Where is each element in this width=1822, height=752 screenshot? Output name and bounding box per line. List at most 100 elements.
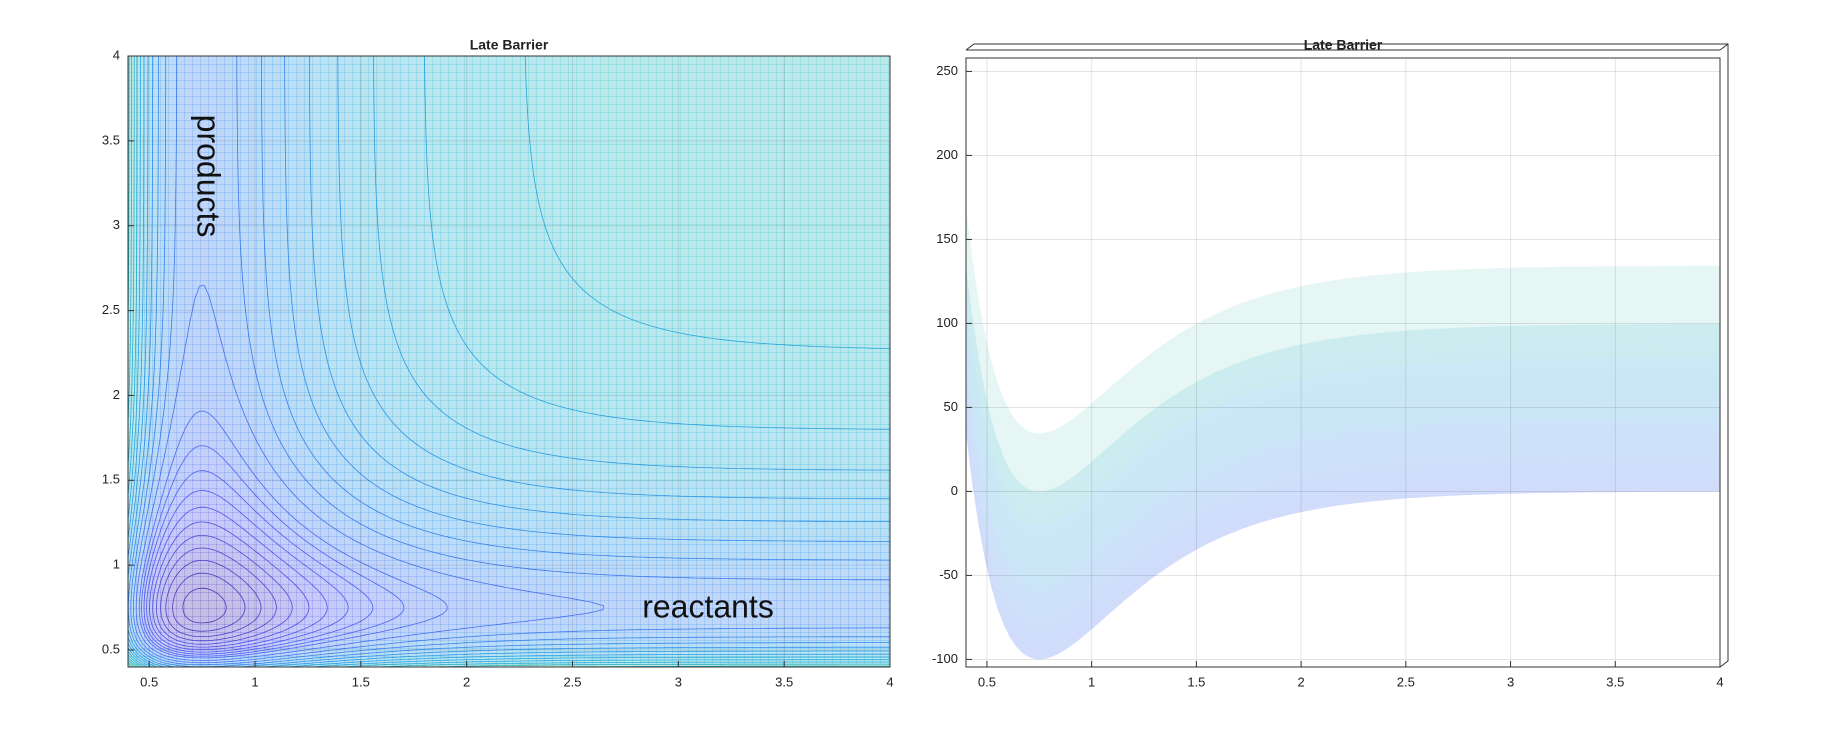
heat-cell: [288, 88, 297, 97]
heat-cell: [464, 160, 473, 169]
heat-cell: [592, 528, 601, 537]
heat-cell: [520, 296, 529, 305]
heat-cell: [504, 552, 513, 561]
heat-cell: [240, 552, 249, 561]
heat-cell: [304, 248, 313, 257]
heat-cell: [256, 344, 265, 353]
heat-cell: [456, 288, 465, 297]
heat-cell: [616, 200, 625, 209]
heat-cell: [488, 224, 497, 233]
heat-cell: [480, 224, 489, 233]
heat-cell: [344, 88, 353, 97]
heat-cell: [152, 536, 161, 545]
heat-cell: [632, 488, 641, 497]
heat-cell: [488, 376, 497, 385]
heat-cell: [288, 248, 297, 257]
heat-cell: [576, 512, 585, 521]
heat-cell: [320, 656, 329, 665]
heat-cell: [312, 352, 321, 361]
heat-cell: [240, 288, 249, 297]
heat-cell: [280, 384, 289, 393]
heat-cell: [360, 56, 369, 65]
heat-cell: [488, 56, 497, 65]
heat-cell: [520, 648, 529, 657]
heat-cell: [224, 384, 233, 393]
heat-cell: [336, 224, 345, 233]
heat-cell: [352, 576, 361, 585]
heat-cell: [464, 520, 473, 529]
heat-cell: [456, 592, 465, 601]
heat-cell: [352, 104, 361, 113]
heat-cell: [576, 144, 585, 153]
heat-cell: [352, 624, 361, 633]
heat-cell: [160, 536, 169, 545]
heat-cell: [296, 72, 305, 81]
heat-cell: [224, 200, 233, 209]
heat-cell: [384, 208, 393, 217]
heat-cell: [216, 64, 225, 73]
heat-cell: [416, 576, 425, 585]
heat-cell: [352, 664, 361, 667]
heat-cell: [568, 520, 577, 529]
heat-cell: [200, 256, 209, 265]
heat-cell: [400, 488, 409, 497]
heat-cell: [528, 200, 537, 209]
heat-cell: [328, 96, 337, 105]
heat-cell: [144, 248, 153, 257]
heat-cell: [608, 80, 617, 89]
heat-cell: [488, 168, 497, 177]
heat-cell: [128, 328, 137, 337]
heat-cell: [416, 272, 425, 281]
heat-cell: [232, 72, 241, 81]
heat-cell: [616, 592, 625, 601]
heat-cell: [256, 616, 265, 625]
heat-cell: [264, 208, 273, 217]
heat-cell: [384, 384, 393, 393]
heat-cell: [632, 200, 641, 209]
heat-cell: [520, 96, 529, 105]
heat-cell: [536, 272, 545, 281]
heat-cell: [232, 456, 241, 465]
heat-cell: [480, 232, 489, 241]
heat-cell: [416, 264, 425, 273]
heat-cell: [184, 504, 193, 513]
heat-cell: [288, 144, 297, 153]
heat-cell: [608, 232, 617, 241]
heat-cell: [424, 552, 433, 561]
heat-cell: [528, 256, 537, 265]
heat-cell: [384, 512, 393, 521]
heat-cell: [160, 376, 169, 385]
heat-cell: [344, 440, 353, 449]
heat-cell: [336, 56, 345, 65]
heat-cell: [384, 568, 393, 577]
heat-cell: [136, 512, 145, 521]
heat-cell: [128, 240, 137, 249]
heat-cell: [608, 576, 617, 585]
heat-cell: [152, 232, 161, 241]
heat-cell: [240, 408, 249, 417]
heat-cell: [312, 488, 321, 497]
heat-cell: [208, 264, 217, 273]
heat-cell: [152, 248, 161, 257]
heat-cell: [176, 144, 185, 153]
heat-cell: [200, 240, 209, 249]
heat-cell: [408, 360, 417, 369]
heat-cell: [440, 96, 449, 105]
heat-cell: [600, 664, 609, 667]
heat-cell: [376, 544, 385, 553]
heat-cell: [248, 656, 257, 665]
heat-cell: [400, 80, 409, 89]
heat-cell: [640, 136, 649, 145]
heat-cell: [504, 240, 513, 249]
heat-cell: [216, 400, 225, 409]
heat-cell: [392, 184, 401, 193]
heat-cell: [352, 432, 361, 441]
heat-cell: [560, 104, 569, 113]
heat-cell: [568, 184, 577, 193]
heat-cell: [296, 408, 305, 417]
heat-cell: [392, 72, 401, 81]
heat-cell: [272, 608, 281, 617]
heat-cell: [264, 56, 273, 65]
heat-cell: [224, 352, 233, 361]
heat-cell: [584, 144, 593, 153]
